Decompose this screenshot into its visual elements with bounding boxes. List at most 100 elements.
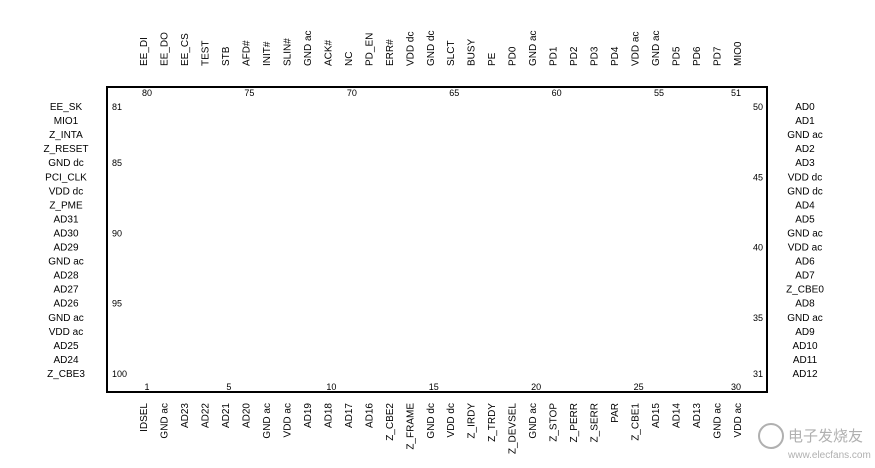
- bottom-pin-label: Z_TRDY: [487, 403, 498, 442]
- bottom-pin-label: GND ac: [159, 403, 170, 439]
- right-pin-label: VDD ac: [788, 243, 822, 254]
- left-pin-label: AD24: [53, 355, 78, 366]
- top-pin-number: 60: [552, 88, 562, 98]
- top-pin-label: GND dc: [426, 30, 437, 66]
- left-pin-number: 90: [112, 228, 122, 238]
- top-pin-label: PD6: [692, 46, 703, 66]
- bottom-pin-label: VDD dc: [446, 403, 457, 437]
- top-pin-number: 75: [244, 88, 254, 98]
- top-pin-label: PE: [487, 52, 498, 66]
- top-pin-label: PD7: [713, 46, 724, 66]
- right-pin-label: GND ac: [787, 130, 823, 141]
- bottom-pin-number: 25: [634, 382, 644, 392]
- top-pin-label: PD1: [549, 46, 560, 66]
- right-pin-label: AD12: [792, 369, 817, 380]
- left-pin-label: PCI_CLK: [45, 172, 87, 183]
- bottom-pin-label: AD13: [692, 403, 703, 428]
- bottom-pin-label: Z_SERR: [590, 403, 601, 442]
- top-pin-label: ERR#: [385, 39, 396, 66]
- bottom-pin-label: Z_CBE2: [385, 403, 396, 441]
- bottom-pin-number: 15: [429, 382, 439, 392]
- top-pin-label: PD5: [672, 46, 683, 66]
- right-pin-label: Z_CBE0: [786, 285, 824, 296]
- right-pin-label: AD0: [795, 102, 815, 113]
- left-pin-label: AD28: [53, 271, 78, 282]
- top-pin-label: NC: [344, 52, 355, 66]
- bottom-pin-label: AD18: [323, 403, 334, 428]
- bottom-pin-label: AD22: [200, 403, 211, 428]
- bottom-pin-label: AD23: [180, 403, 191, 428]
- left-pin-label: AD29: [53, 243, 78, 254]
- left-pin-label: GND dc: [48, 158, 84, 169]
- bottom-pin-label: AD14: [672, 403, 683, 428]
- top-pin-label: ACK#: [323, 39, 334, 66]
- right-pin-label: GND ac: [787, 313, 823, 324]
- bottom-pin-label: AD21: [221, 403, 232, 428]
- right-pin-label: AD7: [795, 271, 815, 282]
- left-pin-number: 100: [112, 369, 127, 379]
- left-pin-label: AD30: [53, 228, 78, 239]
- left-pin-label: Z_INTA: [49, 130, 83, 141]
- bottom-pin-label: Z_PERR: [569, 403, 580, 442]
- bottom-pin-number: 30: [731, 382, 741, 392]
- bottom-pin-label: AD19: [303, 403, 314, 428]
- right-pin-label: VDD dc: [788, 172, 822, 183]
- top-pin-label: PD_EN: [364, 33, 375, 66]
- right-pin-label: AD5: [795, 214, 815, 225]
- watermark-title: 电子发烧友: [788, 428, 863, 445]
- top-pin-number: 80: [142, 88, 152, 98]
- watermark: 电子发烧友 www.elecfans.com: [758, 423, 871, 461]
- right-pin-number: 35: [753, 313, 763, 323]
- top-pin-label: GND ac: [651, 30, 662, 66]
- top-pin-label: VDD dc: [405, 32, 416, 66]
- top-pin-label: EE_CS: [180, 33, 191, 66]
- bottom-pin-label: AD17: [344, 403, 355, 428]
- right-pin-number: 31: [753, 369, 763, 379]
- left-pin-label: EE_SK: [50, 102, 83, 113]
- bottom-pin-number: 1: [144, 382, 149, 392]
- bottom-pin-number: 10: [326, 382, 336, 392]
- right-pin-label: AD6: [795, 257, 815, 268]
- bottom-pin-label: Z_IRDY: [467, 403, 478, 439]
- bottom-pin-number: 5: [226, 382, 231, 392]
- watermark-logo: [758, 423, 784, 449]
- left-pin-number: 95: [112, 299, 122, 309]
- top-pin-number: 65: [449, 88, 459, 98]
- top-pin-label: PD4: [610, 46, 621, 66]
- left-pin-label: VDD ac: [49, 327, 83, 338]
- left-pin-label: GND ac: [48, 257, 84, 268]
- bottom-pin-label: AD20: [241, 403, 252, 428]
- top-pin-label: PD2: [569, 46, 580, 66]
- top-pin-label: INIT#: [262, 41, 273, 66]
- left-pin-label: Z_PME: [49, 200, 83, 211]
- left-pin-label: AD31: [53, 214, 78, 225]
- top-pin-number: 51: [731, 88, 741, 98]
- top-pin-label: STB: [221, 46, 232, 66]
- right-pin-label: AD4: [795, 200, 815, 211]
- top-pin-label: MIO0: [733, 41, 744, 66]
- bottom-pin-label: Z_DEVSEL: [508, 403, 519, 455]
- bottom-pin-label: Z_FRAME: [405, 403, 416, 450]
- left-pin-label: Z_CBE3: [47, 369, 85, 380]
- bottom-pin-label: GND ac: [262, 403, 273, 439]
- right-pin-label: GND dc: [787, 186, 823, 197]
- right-pin-label: AD1: [795, 116, 815, 127]
- right-pin-number: 50: [753, 102, 763, 112]
- right-pin-label: AD3: [795, 158, 815, 169]
- watermark-url: www.elecfans.com: [787, 450, 871, 461]
- bottom-pin-label: GND ac: [528, 403, 539, 439]
- right-pin-label: AD8: [795, 299, 815, 310]
- left-pin-number: 81: [112, 102, 122, 112]
- top-pin-label: PD3: [590, 46, 601, 66]
- right-pin-label: AD10: [792, 341, 817, 352]
- left-pin-label: AD26: [53, 299, 78, 310]
- right-pin-number: 40: [753, 243, 763, 253]
- bottom-pin-label: GND dc: [426, 403, 437, 439]
- bottom-pin-label: VDD ac: [282, 403, 293, 437]
- left-pin-label: GND ac: [48, 313, 84, 324]
- top-pin-label: TEST: [200, 40, 211, 66]
- left-pin-label: VDD dc: [49, 186, 83, 197]
- chip-outline: [106, 86, 768, 393]
- top-pin-label: SLCT: [446, 40, 457, 66]
